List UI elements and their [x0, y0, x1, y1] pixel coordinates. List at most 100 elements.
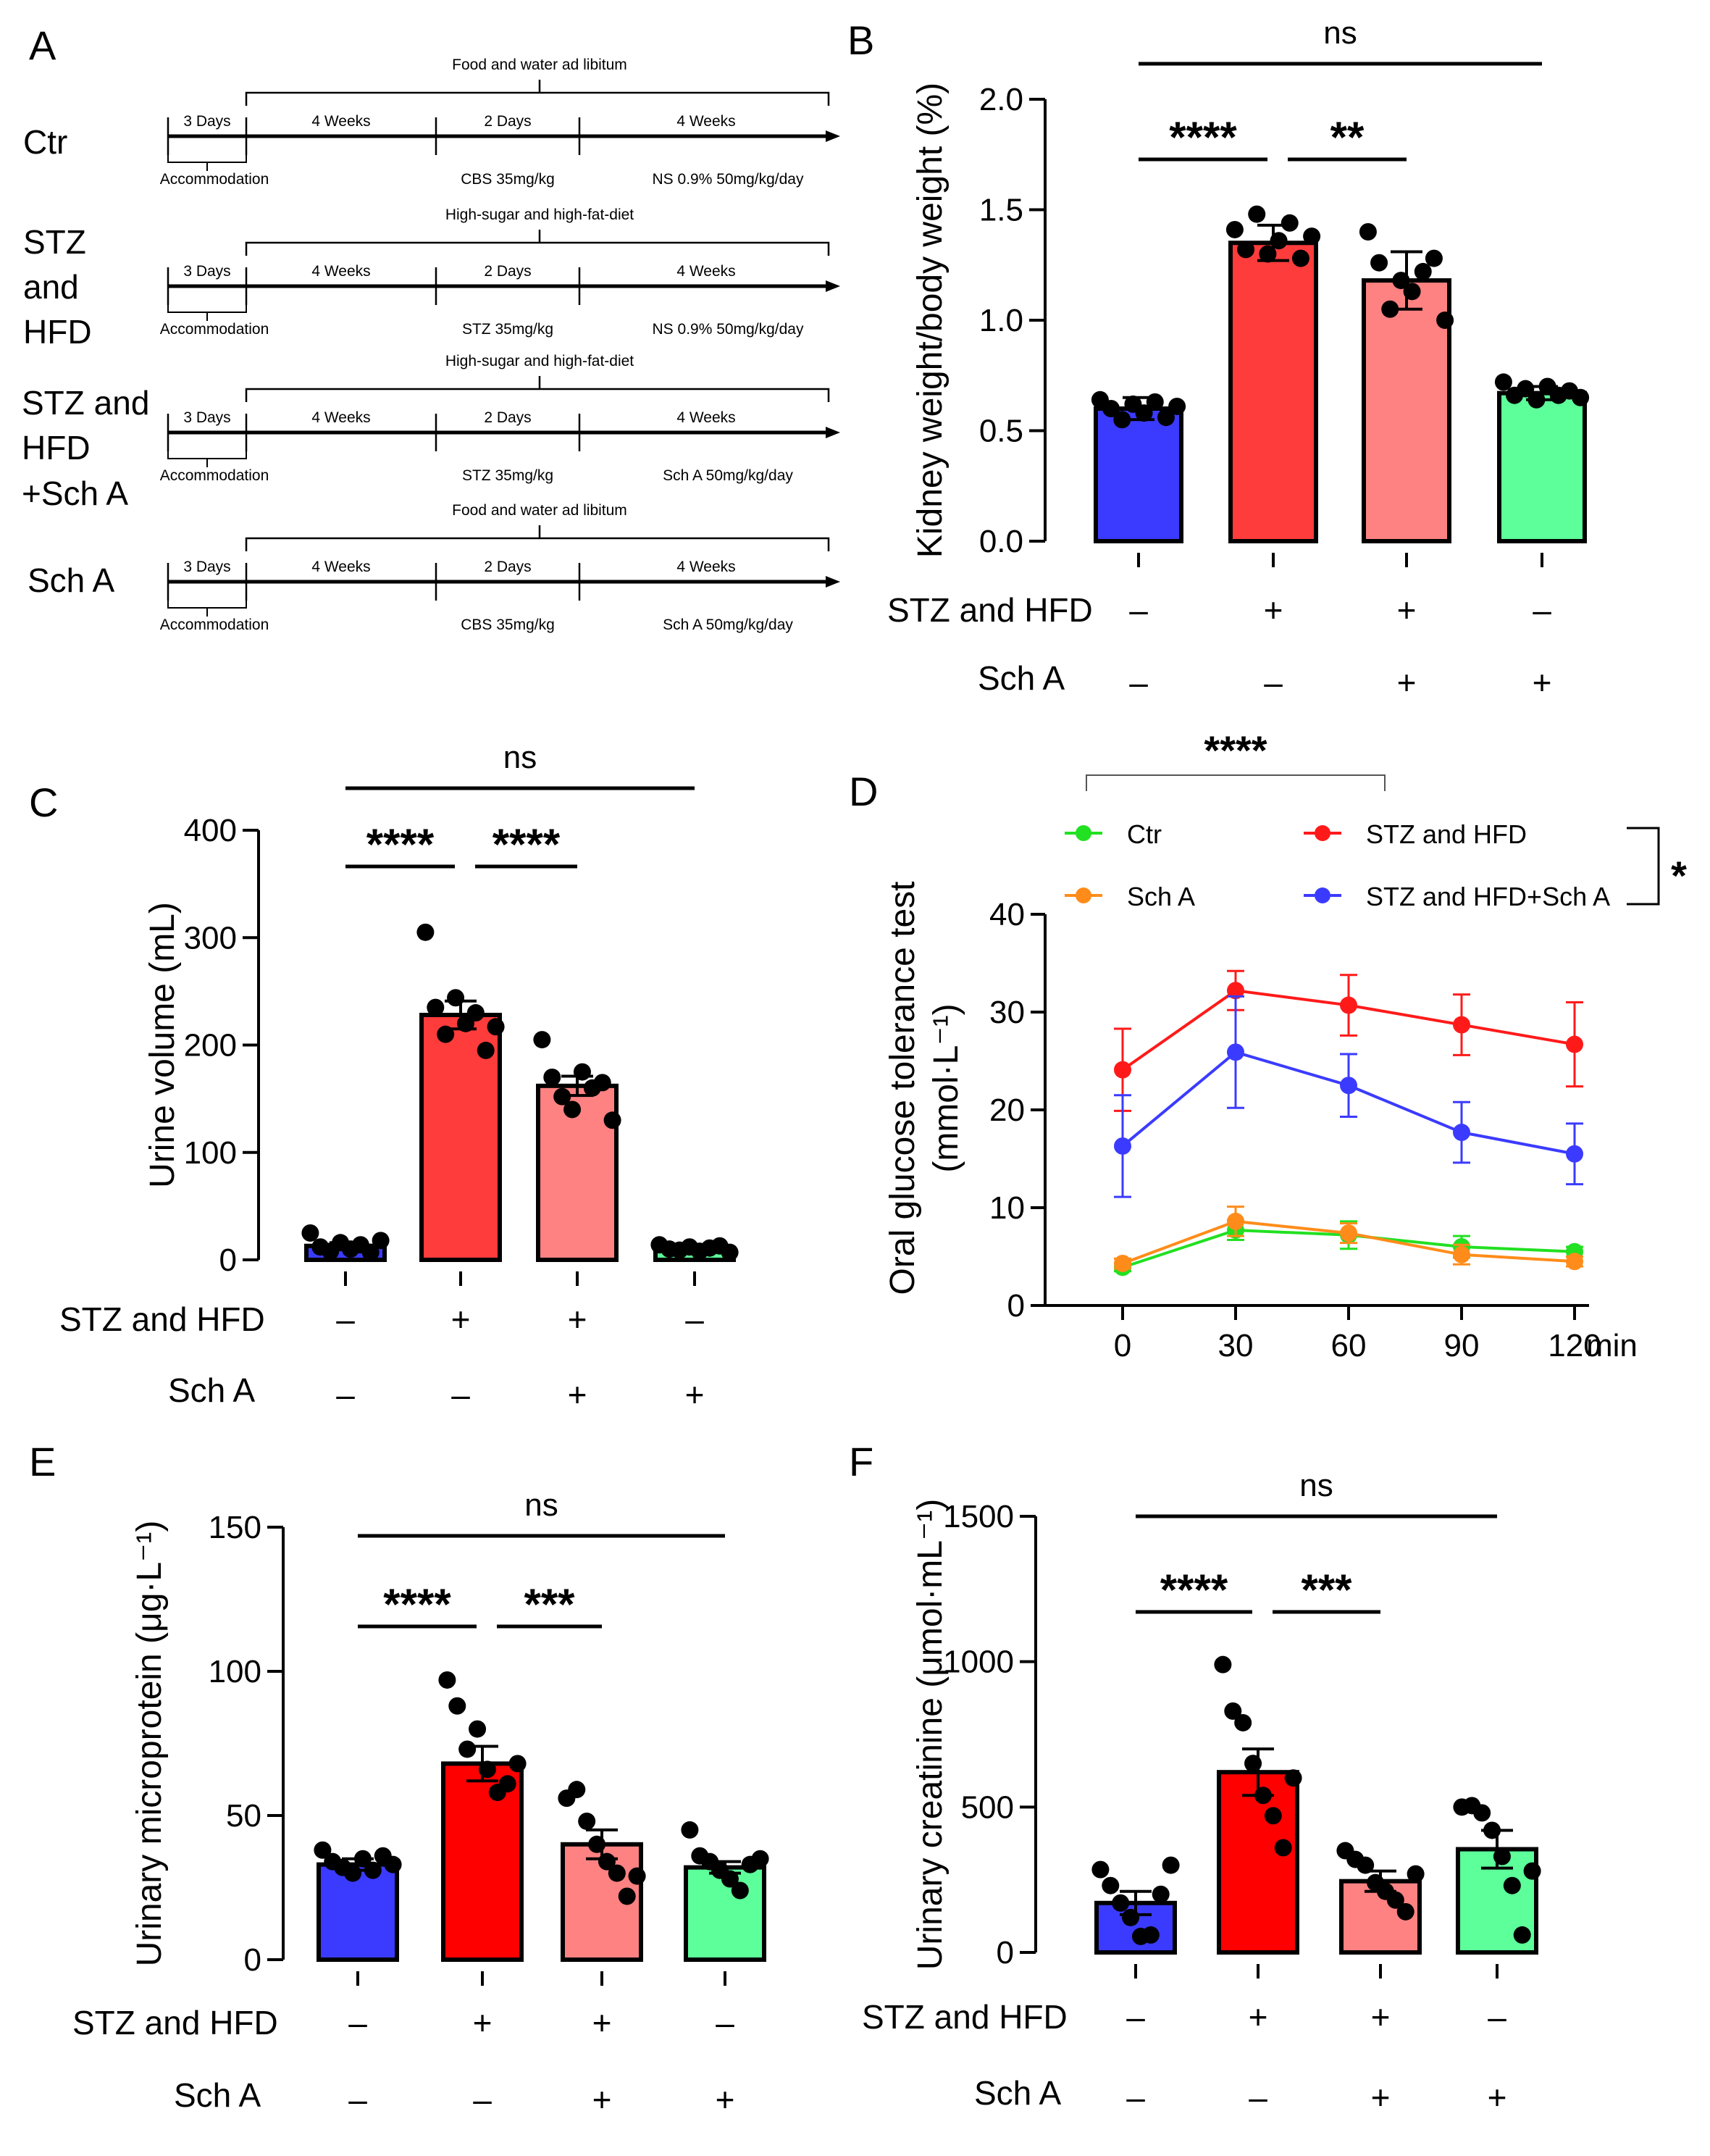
data-point — [1414, 262, 1432, 280]
treatment-label: CBS 35mg/kg — [461, 171, 555, 188]
y-tick-label: 1500 — [943, 1499, 1014, 1534]
y-tick-label: 0 — [997, 1935, 1014, 1971]
group-name: HFD — [23, 313, 92, 351]
panel-label-c: C — [29, 780, 58, 825]
y-tick-label: 20 — [989, 1092, 1025, 1128]
data-point — [458, 1740, 477, 1758]
factor-sign: – — [1126, 1998, 1145, 2036]
treatment-label: Accommodation — [160, 321, 269, 338]
data-point — [628, 1867, 646, 1885]
factor-label-stz: STZ and HFD — [862, 1998, 1068, 2036]
data-point — [578, 1812, 596, 1830]
data-point — [1566, 1035, 1583, 1053]
accommodation-bracket — [167, 305, 247, 313]
treatment-label: STZ 35mg/kg — [462, 321, 553, 338]
data-point — [1214, 1655, 1232, 1674]
x-tick-label: 30 — [1218, 1328, 1254, 1363]
y-tick-label: 300 — [184, 920, 237, 956]
data-point — [598, 1852, 616, 1871]
group-name: and — [23, 268, 79, 306]
data-point — [1281, 214, 1299, 232]
arrowhead-icon — [826, 280, 840, 292]
data-point — [681, 1821, 699, 1839]
x-tick-label: 60 — [1331, 1328, 1367, 1363]
data-point — [1473, 1804, 1491, 1822]
data-point — [1254, 1787, 1272, 1805]
factor-sign: – — [1264, 664, 1283, 701]
y-tick-label: 0.0 — [979, 524, 1023, 559]
timeline-header: High-sugar and high-fat-diet — [445, 206, 634, 223]
factor-label-stz: STZ and HFD — [887, 591, 1093, 629]
y-tick-label: 100 — [209, 1654, 261, 1689]
factor-sign: – — [336, 1300, 355, 1338]
y-axis-label: Urinary creatinine (μmol·mL⁻¹) — [911, 1499, 950, 1970]
significance-label: ns — [1323, 15, 1357, 51]
significance-bracket — [1086, 774, 1386, 791]
significance-label: ns — [1299, 1468, 1333, 1503]
y-tick-label: 10 — [989, 1190, 1025, 1226]
data-point — [447, 989, 465, 1007]
x-tick-label: 120 — [1548, 1328, 1601, 1363]
y-tick-label: 0.5 — [979, 414, 1023, 449]
data-point — [1146, 393, 1164, 411]
data-point — [533, 1031, 551, 1049]
factor-label-scha: Sch A — [974, 2074, 1062, 2112]
legend-marker — [1315, 887, 1330, 903]
significance-label: **** — [366, 820, 435, 869]
y-tick-label: 0 — [1007, 1288, 1025, 1324]
duration-label: 4 Weeks — [311, 409, 370, 426]
timeline-group: Sch A Food and water ad libitum 3 Days 4 We… — [28, 502, 840, 633]
factor-sign: + — [685, 1376, 705, 1413]
significance-label: ns — [503, 740, 537, 775]
data-point — [1274, 1839, 1292, 1857]
data-point — [1264, 1807, 1282, 1825]
data-point — [361, 1243, 380, 1261]
group-name: STZ and — [22, 384, 149, 422]
accommodation-bracket — [167, 155, 247, 163]
significance-bracket — [1627, 827, 1660, 906]
data-point — [469, 1720, 487, 1738]
factor-sign: – — [336, 1376, 355, 1413]
factor-sign: – — [716, 2004, 734, 2042]
factor-sign: – — [348, 2004, 367, 2042]
group-name: Ctr — [23, 123, 67, 161]
data-point — [1483, 1821, 1501, 1839]
data-point — [1359, 223, 1377, 241]
duration-label: 3 Days — [183, 263, 230, 280]
factor-sign: + — [451, 1300, 471, 1338]
data-point — [1523, 1862, 1541, 1880]
factor-sign: + — [1249, 1998, 1268, 2036]
timeline-group: STZ and HFD High-sugar and high-fat-diet 3 D… — [23, 206, 840, 351]
data-point — [1225, 220, 1244, 238]
factor-sign: + — [1397, 591, 1417, 629]
data-point — [1113, 411, 1131, 429]
group-name: +Sch A — [22, 475, 128, 512]
factor-sign: – — [451, 1376, 470, 1413]
y-tick-label: 400 — [184, 813, 237, 848]
factor-sign: + — [568, 1300, 587, 1338]
data-point — [1284, 1769, 1302, 1787]
significance-label: **** — [493, 820, 561, 869]
y-tick-label: 100 — [184, 1135, 237, 1171]
significance-label: **** — [1204, 727, 1267, 773]
factor-sign: + — [473, 2004, 493, 2042]
x-tick-label: 0 — [1114, 1328, 1131, 1363]
header-bracket — [245, 241, 830, 256]
significance-label: * — [1671, 853, 1687, 898]
data-point — [437, 1025, 455, 1043]
data-point — [1244, 1755, 1262, 1773]
treatment-label: NS 0.9% 50mg/kg/day — [653, 171, 804, 188]
factor-sign: + — [1488, 2078, 1507, 2116]
panel-label-f: F — [849, 1439, 873, 1484]
duration-label: 2 Days — [484, 559, 531, 575]
data-point — [563, 1100, 582, 1119]
data-point — [1340, 1077, 1357, 1095]
factor-sign: – — [473, 2081, 492, 2118]
legend-marker — [1315, 825, 1330, 841]
data-point — [1114, 1061, 1131, 1079]
data-point — [1572, 388, 1590, 406]
data-point — [438, 1671, 456, 1689]
data-point — [1453, 1124, 1470, 1142]
